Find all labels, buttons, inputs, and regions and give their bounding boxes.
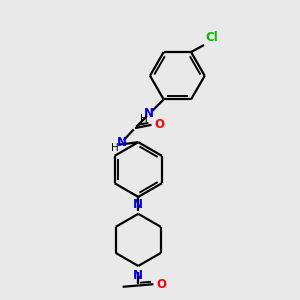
Text: Cl: Cl <box>206 31 218 44</box>
Text: H: H <box>140 115 148 124</box>
Text: O: O <box>154 118 165 131</box>
Text: N: N <box>116 136 127 149</box>
Text: O: O <box>157 278 166 291</box>
Text: N: N <box>133 198 143 211</box>
Text: N: N <box>144 107 154 120</box>
Text: N: N <box>133 269 143 282</box>
Text: H: H <box>111 143 119 153</box>
